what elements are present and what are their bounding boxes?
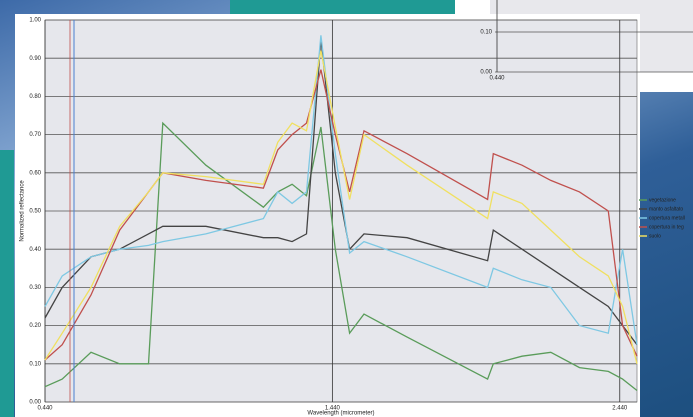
- y-tick-label: 0.70: [29, 132, 41, 138]
- y-tick-label: 0.50: [29, 209, 41, 215]
- y-tick-label: 0.80: [29, 94, 41, 100]
- x-axis-label: Wavelength (micrometer): [307, 411, 374, 417]
- y-tick-label: 0.30: [29, 285, 41, 291]
- x-tick-label: 2.440: [612, 406, 628, 412]
- legend-label: manto asfaltato: [649, 206, 683, 212]
- x-tick-label: 0.440: [37, 406, 53, 412]
- legend-label: copertura in teg: [649, 224, 684, 230]
- y-tick-label: 0.90: [29, 56, 41, 62]
- y-tick-label: 0.60: [29, 170, 41, 176]
- y-tick-label: 1.00: [29, 18, 41, 24]
- legend-label: vegetazione: [649, 197, 676, 203]
- y-tick-label: 0.10: [480, 30, 492, 36]
- x-tick-label: 1.440: [325, 406, 341, 412]
- y-tick-label: 0.40: [29, 247, 41, 253]
- screenshot: Normalized reflectance Wavelength (micro…: [0, 0, 693, 417]
- legend-label: copertura metall: [649, 215, 685, 221]
- x-tick-label: 0.440: [489, 76, 505, 82]
- legend-label: suolo: [649, 233, 661, 239]
- teal-band-left: [0, 150, 14, 417]
- y-axis-label: Normalized reflectance: [20, 180, 26, 242]
- y-tick-label: 0.10: [29, 361, 41, 367]
- y-tick-label: 0.20: [29, 323, 41, 329]
- chart: Normalized reflectance Wavelength (micro…: [0, 0, 693, 417]
